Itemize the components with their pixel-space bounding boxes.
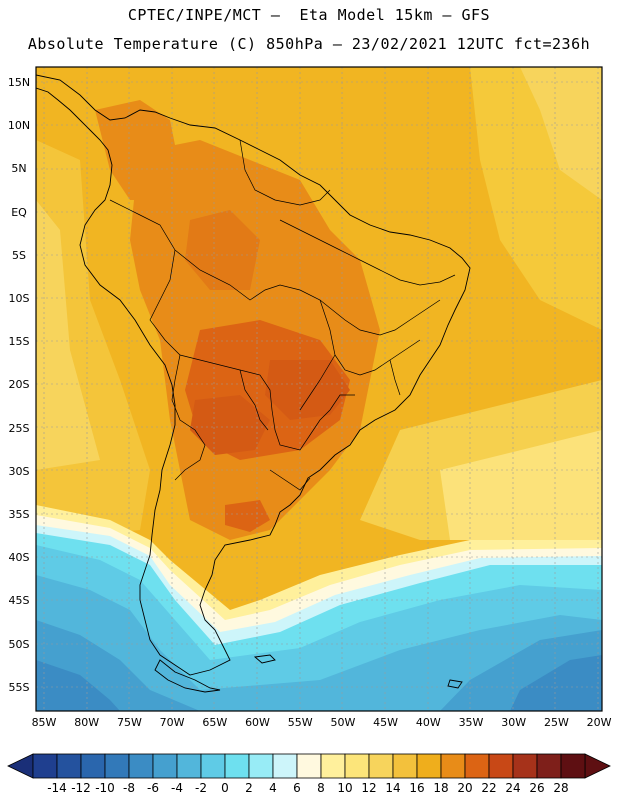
- colorbar-low-arrow: [7, 753, 34, 779]
- lon-label: 60W: [245, 716, 270, 729]
- coastlines: [36, 74, 471, 693]
- colorbar-label: 22: [481, 781, 497, 795]
- colorbar-cell: [416, 753, 442, 779]
- colorbar-label: 0: [221, 781, 229, 795]
- lat-label: 35S: [8, 508, 30, 521]
- lat-label: 25S: [8, 421, 30, 435]
- colorbar-cell: [200, 753, 226, 779]
- chart-subtitle: Absolute Temperature (C) 850hPa — 23/02/…: [27, 35, 591, 53]
- colorbar-label: 6: [293, 781, 301, 795]
- lat-label: 50S: [8, 637, 30, 651]
- lon-label: 55W: [287, 716, 313, 729]
- lon-label: 25W: [543, 716, 569, 729]
- colorbar-cell: [56, 753, 82, 779]
- colorbar-cell: [80, 753, 106, 779]
- colorbar-cell: [344, 753, 370, 779]
- lat-label: 5S: [12, 248, 26, 262]
- graticule: [36, 67, 602, 711]
- lon-label: 20W: [586, 716, 612, 729]
- colorbar-cell: [272, 753, 298, 779]
- lon-label: 75W: [116, 716, 142, 729]
- country-borders: [109, 139, 456, 491]
- colorbar-label: -4: [171, 781, 183, 795]
- colorbar-label: 8: [317, 781, 325, 795]
- lat-label: 45S: [8, 594, 30, 608]
- lon-label: 50W: [330, 716, 356, 729]
- lon-label: 85W: [31, 716, 57, 729]
- colorbar-cell: [296, 753, 322, 779]
- colorbar-label: 20: [457, 781, 473, 795]
- colorbar-label: -8: [123, 781, 135, 795]
- colorbar-label: -12: [71, 781, 91, 795]
- lat-label: 40S: [8, 551, 30, 565]
- plot-frame: [35, 66, 603, 712]
- lon-label: 35W: [458, 716, 484, 729]
- lat-label: 10S: [8, 292, 30, 305]
- colorbar-cell: [464, 753, 490, 779]
- colorbar-cell: [152, 753, 178, 779]
- colorbar-cell: [224, 753, 250, 779]
- lat-label: 15N: [7, 76, 31, 89]
- colorbar-label: -2: [195, 781, 207, 795]
- colorbar-cell: [512, 753, 538, 779]
- colorbar-cell: [32, 753, 58, 779]
- colorbar-cell: [440, 753, 466, 779]
- colorbar-label: -14: [47, 781, 67, 795]
- colorbar-high-arrow: [584, 753, 611, 779]
- colorbar-cell: [176, 753, 202, 779]
- lon-label: 45W: [373, 716, 399, 729]
- lat-label: 15S: [8, 335, 30, 349]
- colorbar-label: 28: [553, 781, 569, 795]
- colorbar-label: 4: [269, 781, 277, 795]
- lat-label: 5N: [11, 162, 27, 176]
- colorbar-cell: [488, 753, 514, 779]
- colorbar-cell: [248, 753, 274, 779]
- colorbar-label: 16: [409, 781, 425, 795]
- lon-label: 65W: [202, 716, 228, 729]
- colorbar-cell: [128, 753, 154, 779]
- colorbar-label: 12: [361, 781, 377, 795]
- colorbar-cell: [368, 753, 394, 779]
- temperature-field: [36, 67, 602, 711]
- lat-label: EQ: [11, 205, 27, 219]
- lat-label: 20S: [8, 378, 30, 392]
- colorbar-label: -10: [95, 781, 115, 795]
- colorbar-label: 10: [337, 781, 353, 795]
- colorbar-label: 26: [529, 781, 545, 795]
- lat-label: 30S: [8, 464, 30, 478]
- colorbar-cell: [320, 753, 346, 779]
- colorbar-label: 2: [245, 781, 253, 795]
- colorbar-label: 14: [385, 781, 401, 795]
- lon-label: 40W: [415, 716, 441, 729]
- colorbar-label: -6: [147, 781, 159, 795]
- colorbar-cell: [560, 753, 586, 779]
- colorbar-label: 24: [505, 781, 521, 795]
- colorbar-label: 18: [433, 781, 449, 795]
- lon-label: 70W: [159, 716, 185, 729]
- colorbar-cell: [104, 753, 130, 779]
- lon-label: 30W: [501, 716, 527, 729]
- lon-label: 80W: [74, 716, 100, 729]
- chart-title: CPTEC/INPE/MCT — Eta Model 15km — GFS: [127, 6, 491, 24]
- colorbar-cell: [392, 753, 418, 779]
- lat-label: 10N: [7, 119, 31, 133]
- colorbar-cell: [536, 753, 562, 779]
- colorbar: [32, 753, 586, 779]
- lat-label: 55S: [8, 680, 30, 694]
